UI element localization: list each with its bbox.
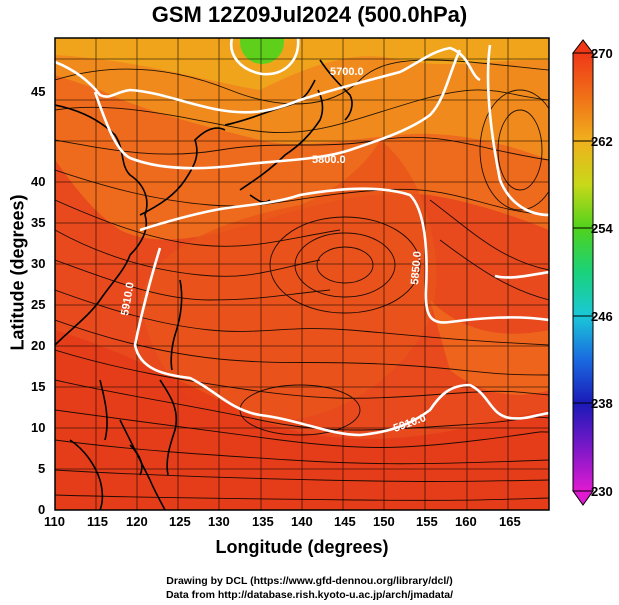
y-tick-label: 45	[31, 84, 46, 99]
height-contours	[55, 38, 549, 437]
y-tick-label: 40	[31, 174, 46, 189]
colorbar-label: 246	[591, 309, 613, 324]
y-tick-label: 25	[31, 297, 46, 312]
map-field: 5700.0 5800.0 5850.0 5910.0 5910.0	[55, 38, 549, 510]
y-tick-label: 10	[31, 420, 46, 435]
y-tick-label: 20	[31, 338, 46, 353]
x-tick-label: 140	[291, 514, 313, 529]
x-axis-title: Longitude (degrees)	[215, 537, 389, 557]
chart-title: GSM 12Z09Jul2024 (500.0hPa)	[151, 2, 468, 27]
colorbar-label: 270	[591, 46, 613, 61]
y-tick-label: 5	[38, 461, 46, 476]
contour-label: 5910.0	[119, 281, 137, 316]
x-tick-label: 150	[373, 514, 395, 529]
contour-label: 5800.0	[312, 154, 346, 166]
coastlines	[55, 59, 353, 510]
credit-data: Data from http://database.rish.kyoto-u.a…	[165, 589, 454, 601]
x-tick-label: 155	[416, 514, 438, 529]
x-tick-label: 165	[499, 514, 521, 529]
streamlines	[55, 59, 549, 501]
x-tick-label: 130	[208, 514, 230, 529]
x-tick-label: 125	[169, 514, 191, 529]
y-tick-label: 0	[38, 502, 46, 517]
y-axis-title: Latitude (degrees)	[7, 194, 28, 351]
x-tick-label: 145	[334, 514, 356, 529]
credit-drawing: Drawing by DCL (https://www.gfd-dennou.o…	[166, 575, 453, 587]
colorbar-label: 230	[591, 484, 613, 499]
y-tick-label: 30	[31, 256, 46, 271]
colorbar-label: 238	[591, 396, 613, 411]
x-tick-label: 110	[44, 514, 65, 529]
x-tick-label: 135	[252, 514, 274, 529]
colorbar	[571, 39, 595, 506]
contour-label: 5700.0	[330, 66, 364, 78]
x-tick-label: 160	[455, 514, 477, 529]
x-tick-label: 120	[126, 514, 148, 529]
x-tick-label: 115	[87, 514, 108, 529]
colorbar-label: 254	[591, 221, 613, 236]
plot-frame	[54, 37, 550, 511]
colorbar-label: 262	[591, 134, 613, 149]
y-tick-label: 15	[31, 379, 46, 394]
contour-label: 5850.0	[409, 251, 424, 286]
y-tick-label: 35	[31, 215, 46, 230]
